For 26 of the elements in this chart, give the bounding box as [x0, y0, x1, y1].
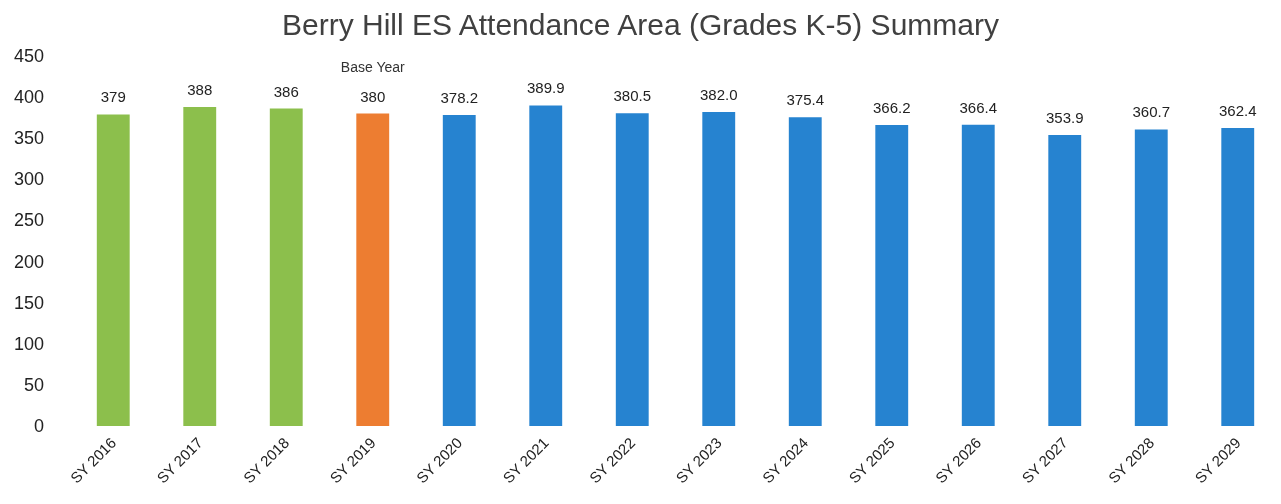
data-label: 380.5 [613, 87, 652, 105]
data-label: 378.2 [440, 89, 479, 107]
data-label: 380 [360, 87, 386, 105]
data-label: 353.9 [1045, 109, 1084, 127]
data-label: 386 [273, 82, 299, 100]
y-tick-label: 250 [13, 210, 44, 231]
y-tick-label: 400 [13, 87, 44, 108]
data-label: 389.9 [526, 79, 565, 97]
data-label: 388 [187, 80, 213, 98]
chart-title: Berry Hill ES Attendance Area (Grades K-5) Summary [282, 7, 999, 41]
data-label: 379 [100, 88, 126, 106]
y-tick-label: 200 [13, 251, 44, 272]
y-tick-label: 100 [13, 333, 44, 354]
y-tick-label: 450 [13, 46, 44, 66]
annotation: Base Year [340, 58, 405, 75]
y-tick-label: 150 [13, 292, 44, 313]
y-tick-label: 350 [13, 128, 44, 149]
data-label: 366.4 [959, 98, 998, 116]
data-label: 366.2 [872, 98, 911, 116]
data-label: 362.4 [1218, 102, 1257, 120]
y-tick-label: 0 [33, 416, 44, 436]
y-tick-label: 50 [23, 374, 44, 395]
y-tick-label: 300 [13, 169, 44, 190]
data-label: 382.0 [699, 85, 738, 103]
data-label: 375.4 [786, 91, 825, 109]
data-label: 360.7 [1132, 103, 1171, 121]
